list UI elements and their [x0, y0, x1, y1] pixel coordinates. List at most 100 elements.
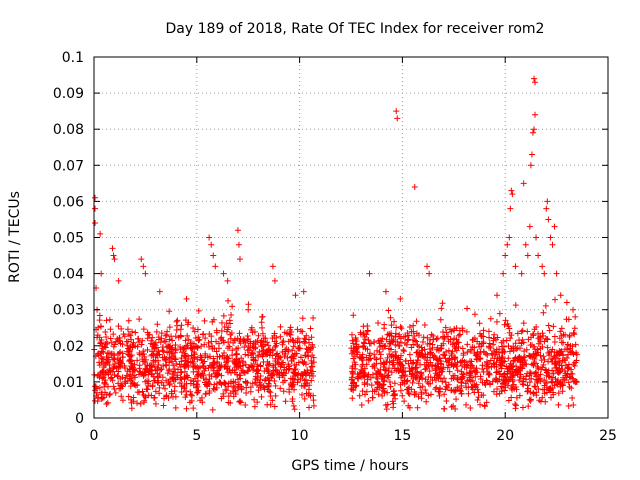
data-point	[195, 334, 202, 341]
data-point	[222, 380, 229, 387]
data-point	[251, 396, 258, 403]
data-point	[397, 366, 404, 373]
data-point	[261, 386, 268, 393]
data-point	[140, 326, 147, 333]
data-point	[376, 337, 383, 344]
data-point	[223, 359, 230, 366]
data-point	[572, 341, 579, 348]
data-point	[476, 320, 483, 327]
data-point	[572, 379, 579, 386]
data-point	[257, 376, 264, 383]
data-point	[397, 361, 404, 368]
data-point	[425, 380, 432, 387]
data-point	[558, 339, 565, 346]
data-point	[453, 325, 460, 332]
data-point	[551, 338, 558, 345]
data-point	[257, 362, 264, 369]
data-point	[433, 384, 440, 391]
data-point	[95, 371, 102, 378]
data-point	[145, 368, 152, 375]
data-point	[393, 324, 400, 331]
data-point	[235, 345, 242, 352]
data-point	[282, 398, 289, 405]
data-point	[367, 374, 374, 381]
data-point	[232, 388, 239, 395]
y-tick-label: 0.01	[53, 375, 84, 391]
data-point	[91, 397, 98, 404]
data-point	[392, 353, 399, 360]
data-point	[149, 351, 156, 358]
data-point	[257, 339, 264, 346]
data-point	[182, 337, 189, 344]
data-point	[571, 325, 578, 332]
data-point	[102, 328, 109, 335]
data-point	[247, 340, 254, 347]
data-point	[280, 338, 287, 345]
y-tick-label: 0.03	[53, 303, 84, 319]
data-point	[496, 310, 503, 317]
data-point	[169, 358, 176, 365]
data-point	[303, 390, 310, 397]
data-point	[569, 349, 576, 356]
data-point	[387, 383, 394, 390]
data-point	[385, 307, 392, 314]
data-point	[191, 354, 198, 361]
data-point	[304, 346, 311, 353]
data-point	[153, 328, 160, 335]
data-point	[202, 335, 209, 342]
data-point	[103, 334, 110, 341]
data-point	[493, 363, 500, 370]
data-point	[413, 330, 420, 337]
data-point	[249, 363, 256, 370]
data-point	[545, 216, 552, 223]
data-point	[159, 354, 166, 361]
data-point	[105, 358, 112, 365]
data-point	[257, 384, 264, 391]
data-point	[106, 316, 113, 323]
data-point	[548, 394, 555, 401]
data-point	[438, 305, 445, 312]
data-point	[479, 366, 486, 373]
data-point	[352, 334, 359, 341]
data-point	[117, 358, 124, 365]
data-point	[395, 343, 402, 350]
data-point	[287, 324, 294, 331]
data-point	[414, 369, 421, 376]
data-point	[507, 335, 514, 342]
data-point	[528, 151, 535, 158]
data-point	[269, 263, 276, 270]
data-point	[357, 329, 364, 336]
data-point	[301, 352, 308, 359]
data-point	[528, 375, 535, 382]
data-point	[127, 383, 134, 390]
data-point	[282, 350, 289, 357]
data-point	[142, 270, 149, 277]
data-point	[490, 388, 497, 395]
data-point	[194, 344, 201, 351]
data-point	[92, 194, 99, 201]
data-point	[259, 330, 266, 337]
data-point	[290, 369, 297, 376]
data-point	[364, 327, 371, 334]
data-point	[389, 352, 396, 359]
data-point	[216, 353, 223, 360]
data-point	[224, 363, 231, 370]
data-point	[530, 350, 537, 357]
data-point	[166, 349, 173, 356]
data-point	[150, 357, 157, 364]
data-point	[442, 324, 449, 331]
y-tick-label: 0.04	[53, 267, 84, 283]
data-point	[100, 356, 107, 363]
data-point	[106, 366, 113, 373]
data-point	[117, 340, 124, 347]
data-point	[535, 365, 542, 372]
data-point	[536, 336, 543, 343]
data-point	[258, 393, 265, 400]
data-point	[227, 400, 234, 407]
data-point	[525, 403, 532, 410]
data-point	[121, 362, 128, 369]
data-point	[232, 379, 239, 386]
data-point	[280, 379, 287, 386]
data-point	[233, 362, 240, 369]
